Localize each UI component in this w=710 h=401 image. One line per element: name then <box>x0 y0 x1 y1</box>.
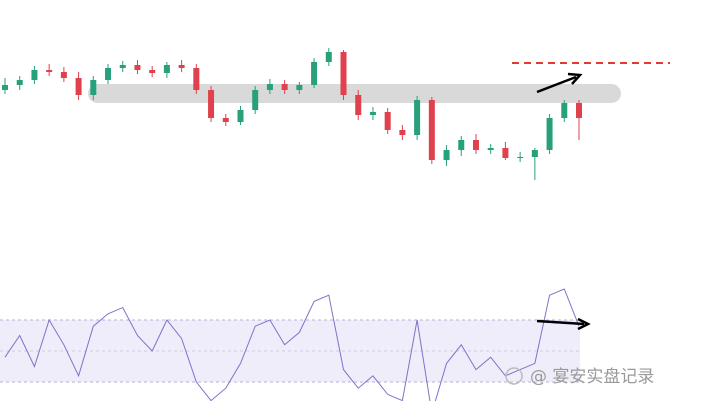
candle-body <box>222 118 229 122</box>
candle-body <box>208 90 215 118</box>
candle-body <box>517 157 524 158</box>
candle-body <box>31 70 38 80</box>
candle-body <box>119 65 126 68</box>
candle-body <box>369 112 376 115</box>
candle-body <box>472 140 479 150</box>
candle-body <box>60 72 67 78</box>
candle-body <box>178 65 185 68</box>
candle-body <box>561 103 568 118</box>
oscillator-panel <box>4 288 580 401</box>
candle-body <box>149 70 156 73</box>
osc-arrow <box>536 319 585 326</box>
candle-body <box>16 80 23 85</box>
candle-body <box>90 80 97 95</box>
candle-body <box>355 95 362 115</box>
watermark: @ 宴安实盘记录 <box>530 367 654 387</box>
candle-body <box>576 103 582 118</box>
candle-body <box>311 62 318 85</box>
candle-body <box>134 65 141 70</box>
candle-body <box>546 118 553 150</box>
candle-body <box>414 100 421 135</box>
candle-body <box>296 85 303 90</box>
candle-body <box>502 148 509 158</box>
candle-body <box>252 90 259 110</box>
candle-body <box>325 52 332 62</box>
candle-body <box>428 100 435 160</box>
candle-body <box>443 150 450 160</box>
candle-body <box>458 140 465 150</box>
candle-body <box>193 68 200 90</box>
candle-body <box>384 112 391 130</box>
candle-body <box>531 150 538 157</box>
price-panel <box>2 48 582 180</box>
trend-arrow <box>536 75 577 94</box>
candle-body <box>266 84 273 90</box>
watermark-logo <box>505 367 523 385</box>
candle-body <box>487 148 494 150</box>
candle-body <box>340 52 347 95</box>
candle-body <box>237 110 244 122</box>
oscillator-line <box>4 288 580 401</box>
candle-body <box>399 130 406 135</box>
candle-body <box>2 85 8 90</box>
arrow-head <box>567 72 583 85</box>
osc-arrow-head <box>577 317 591 331</box>
candle-body <box>75 78 82 95</box>
candle-body <box>105 68 112 80</box>
candle-body <box>281 84 288 90</box>
support-zone <box>88 84 621 103</box>
candle-body <box>46 70 53 72</box>
candle-body <box>163 65 170 73</box>
